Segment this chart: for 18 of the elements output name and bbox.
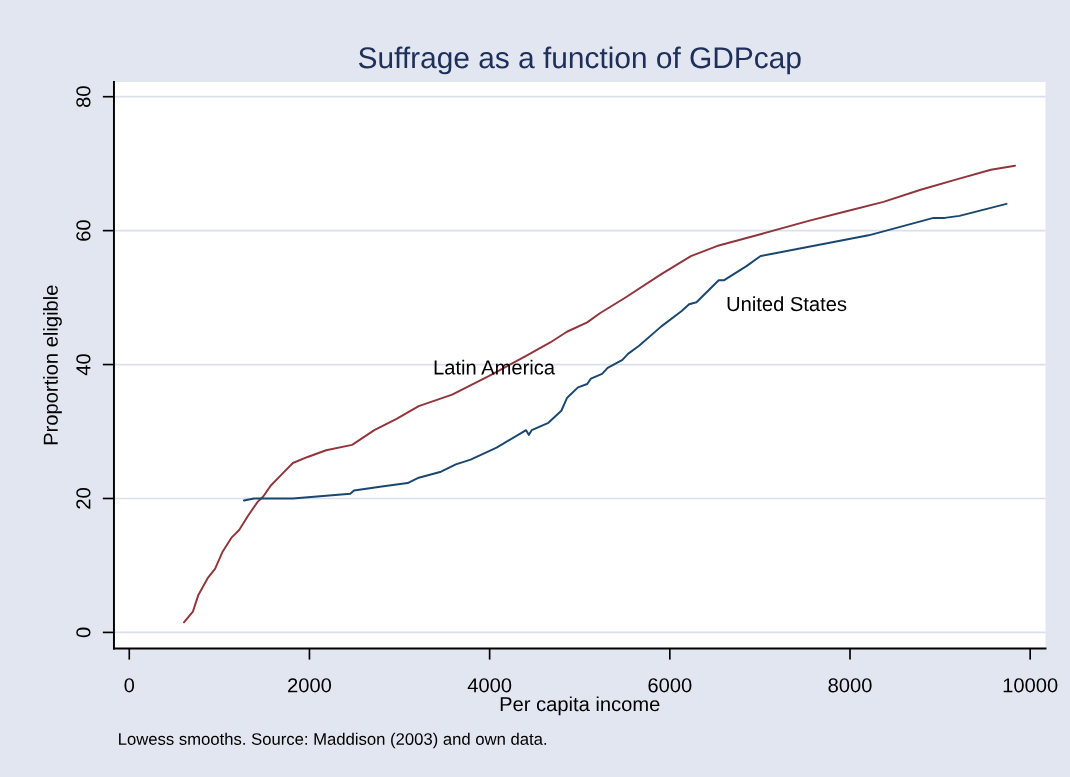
x-tick-label: 8000	[828, 678, 872, 693]
series-label: United States	[727, 296, 847, 312]
x-tick-label: 0	[124, 678, 135, 693]
x-tick-label: 10000	[1003, 678, 1058, 693]
line-series	[182, 164, 1017, 624]
y-tick-label: 0	[76, 627, 91, 638]
chart-title: Suffrage as a function of GDPcap	[358, 46, 801, 75]
line-series	[242, 202, 1008, 502]
y-tick-label: 80	[76, 86, 91, 108]
x-tick-label: 4000	[467, 678, 512, 693]
y-tick-label: 20	[76, 488, 91, 509]
y-tick-label: 60	[76, 220, 91, 241]
y-tick-label: 40	[76, 354, 91, 376]
x-tick-label: 6000	[648, 678, 692, 693]
y-axis-title: Proportion eligible	[43, 285, 62, 445]
text: Lowess smooths. Source: Maddison (2003) and own data.	[119, 732, 547, 749]
x-axis-title: Per capita income	[500, 696, 660, 716]
x-tick-label: 2000	[288, 678, 332, 693]
